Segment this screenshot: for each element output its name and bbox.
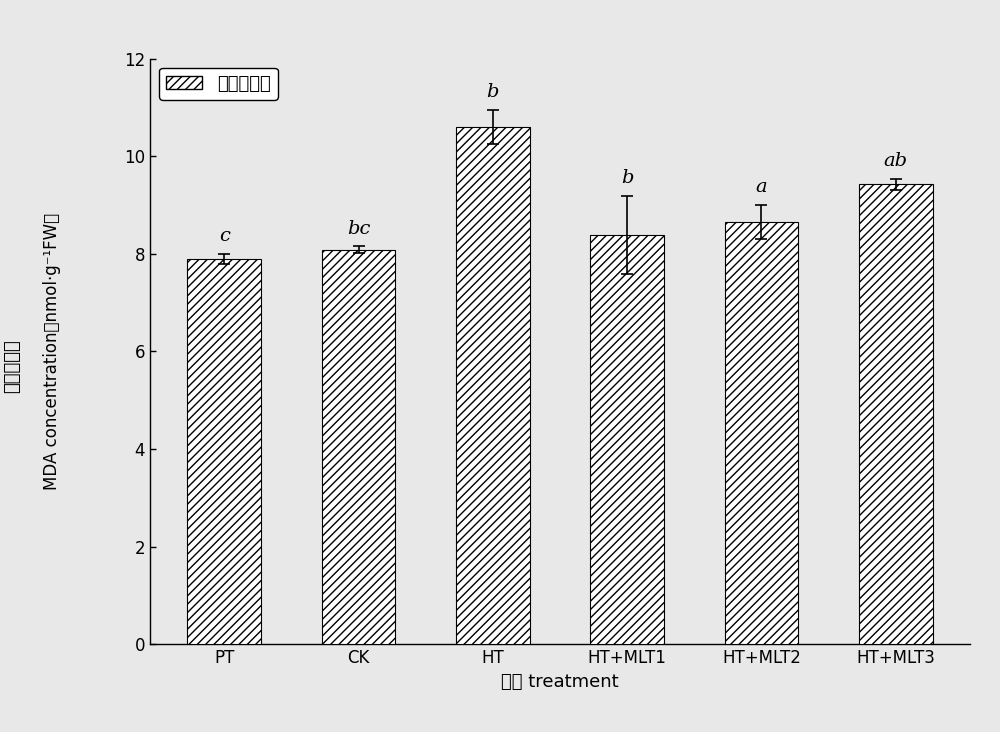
Bar: [187, 258, 261, 644]
Text: bc: bc: [347, 220, 370, 238]
Text: b: b: [621, 169, 633, 187]
Text: b: b: [487, 83, 499, 101]
Text: ab: ab: [884, 152, 908, 170]
Bar: [322, 250, 395, 644]
X-axis label: 处理 treatment: 处理 treatment: [501, 673, 619, 690]
Legend: 丙二醛含量: 丙二醛含量: [159, 67, 278, 100]
Bar: [456, 127, 530, 644]
Y-axis label: MDA concentration（nmol·g⁻¹FW）: MDA concentration（nmol·g⁻¹FW）: [43, 213, 61, 490]
Text: a: a: [756, 178, 767, 196]
Bar: [590, 235, 664, 644]
Text: c: c: [219, 227, 230, 245]
Bar: [725, 222, 798, 644]
Bar: [859, 184, 933, 644]
Text: 丙二醛含量: 丙二醛含量: [3, 339, 21, 393]
